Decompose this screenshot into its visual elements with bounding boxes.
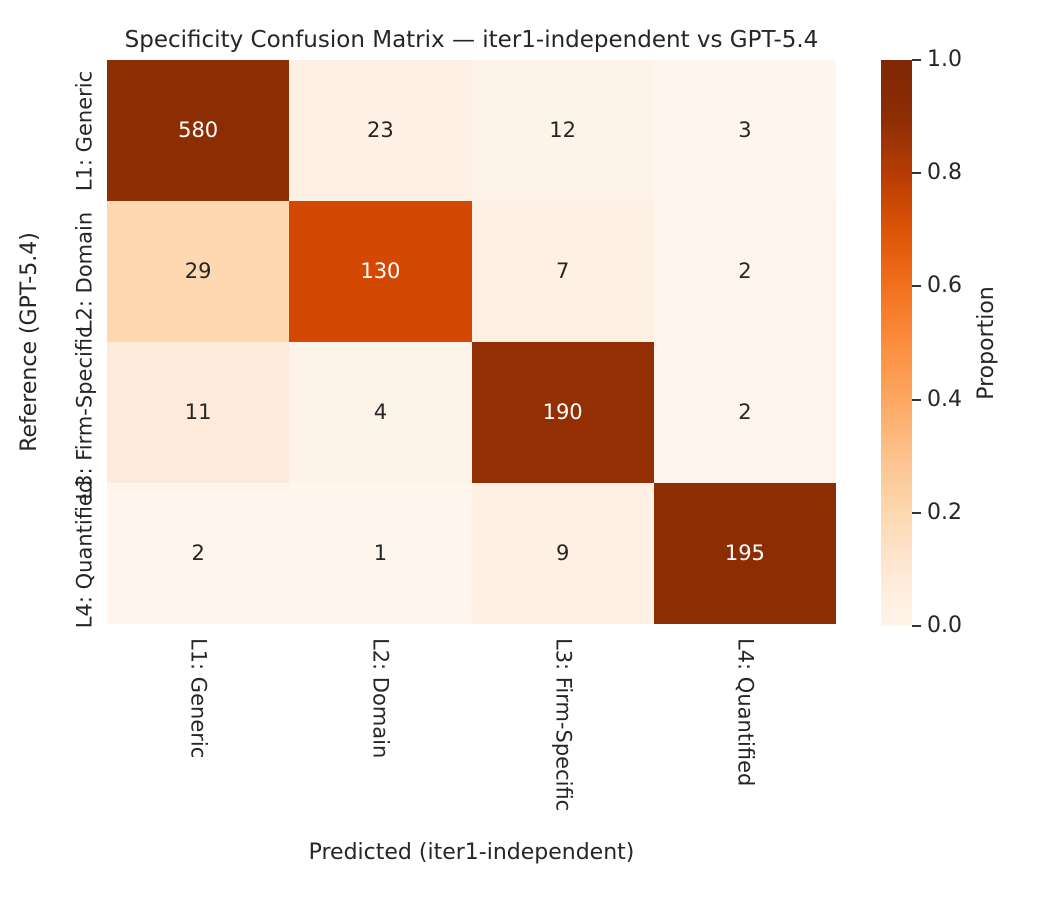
x-axis-tick-label: L4: Quantified xyxy=(733,638,758,787)
colorbar: 0.0 0.2 0.4 0.6 0.8 1.0 xyxy=(881,49,962,637)
heatmap-cell: 29 xyxy=(107,201,290,342)
heatmap-cell: 1 xyxy=(289,483,472,624)
heatmap-cell: 12 xyxy=(471,60,654,201)
heatmap-cell-value: 3 xyxy=(738,118,752,142)
y-axis-title-label: Reference (GPT-5.4) xyxy=(17,232,42,452)
y-axis-tick-label: L3: Firm-Specific xyxy=(72,325,96,500)
heatmap-cell-value: 195 xyxy=(724,541,765,565)
colorbar-tick-mark xyxy=(912,398,921,401)
colorbar-tick-label: 0.0 xyxy=(927,613,962,638)
x-axis-tick: L3: Firm-Specific xyxy=(472,624,654,834)
y-axis-ticklabels: L1: Generic L2: Domain L3: Firm-Specific L4… xyxy=(62,60,107,627)
heatmap-cell-value: 11 xyxy=(184,400,212,424)
heatmap-cell-value: 1 xyxy=(373,541,388,565)
y-axis-tick: L4: Quantified xyxy=(62,479,107,627)
heatmap-cell: 2 xyxy=(653,201,836,342)
heatmap-grid: 580 23 12 3 29 130 7 2 11 4 190 2 2 1 9 195 xyxy=(107,60,836,624)
heatmap-cell-value: 580 xyxy=(178,118,219,142)
heatmap-cell-value: 12 xyxy=(549,118,576,142)
y-axis-tick: L3: Firm-Specific xyxy=(62,326,107,499)
colorbar-tick-mark xyxy=(912,172,921,175)
y-axis-tick-label: L2: Domain xyxy=(72,211,96,332)
heatmap-cell-value: 190 xyxy=(542,400,583,424)
heatmap-cell: 11 xyxy=(107,342,290,483)
y-axis-tick: L1: Generic xyxy=(62,60,107,201)
colorbar-tick-mark xyxy=(912,511,921,514)
colorbar-gradient xyxy=(881,60,912,626)
heatmap-cell-value: 23 xyxy=(367,118,394,142)
x-axis-tick-label: L3: Firm-Specific xyxy=(551,638,576,812)
heatmap-cell-value: 2 xyxy=(738,400,752,424)
heatmap-cell-value: 2 xyxy=(738,259,752,283)
heatmap-cell: 190 xyxy=(471,342,654,483)
heatmap-cell: 7 xyxy=(471,201,654,342)
x-axis-tick: L2: Domain xyxy=(289,624,471,834)
colorbar-tick-label: 1.0 xyxy=(927,47,962,72)
x-axis-tick-label: L2: Domain xyxy=(368,638,393,759)
colorbar-tick-mark xyxy=(912,285,921,288)
colorbar-tick-mark xyxy=(912,625,921,627)
y-axis-tick: L2: Domain xyxy=(62,201,107,342)
colorbar-title-label: Proportion xyxy=(974,286,999,400)
heatmap-cell: 3 xyxy=(653,60,836,201)
x-axis-title: Predicted (iter1-independent) xyxy=(308,840,635,865)
heatmap-cell-value: 4 xyxy=(373,400,388,424)
heatmap-cell: 2 xyxy=(653,342,836,483)
chart-title: Specificity Confusion Matrix — iter1-ind… xyxy=(124,27,819,53)
heatmap-cell: 130 xyxy=(289,201,472,342)
x-axis-tick: L1: Generic xyxy=(107,624,289,834)
heatmap-cell-value: 7 xyxy=(555,259,570,283)
heatmap-cell: 9 xyxy=(471,483,654,624)
colorbar-tick-label: 0.4 xyxy=(927,386,962,412)
y-axis-tick-label: L4: Quantified xyxy=(72,479,96,628)
colorbar-ticks: 0.0 0.2 0.4 0.6 0.8 1.0 xyxy=(912,49,1002,637)
heatmap-cell: 580 xyxy=(107,60,290,201)
x-axis-ticklabels: L1: Generic L2: Domain L3: Firm-Specific L4… xyxy=(107,624,836,834)
x-axis-tick: L4: Quantified xyxy=(654,624,836,834)
heatmap-cell: 195 xyxy=(653,483,836,624)
x-axis-tick-label: L1: Generic xyxy=(186,638,211,759)
y-axis-title: Reference (GPT-5.4) xyxy=(0,60,60,624)
colorbar-title: Proportion xyxy=(962,60,1012,626)
heatmap-cell-value: 130 xyxy=(360,259,401,283)
heatmap-cell-value: 9 xyxy=(555,541,570,565)
heatmap-cell: 2 xyxy=(107,483,290,624)
colorbar-tick-mark xyxy=(912,59,921,61)
heatmap-cell: 4 xyxy=(289,342,472,483)
colorbar-tick-label: 0.8 xyxy=(927,160,962,186)
heatmap-cell: 23 xyxy=(289,60,472,201)
colorbar-tick-label: 0.6 xyxy=(927,273,962,299)
heatmap-cell-value: 2 xyxy=(191,541,205,565)
colorbar-tick-label: 0.2 xyxy=(927,499,962,525)
heatmap-cell-value: 29 xyxy=(184,259,212,283)
y-axis-tick-label: L1: Generic xyxy=(72,70,96,191)
